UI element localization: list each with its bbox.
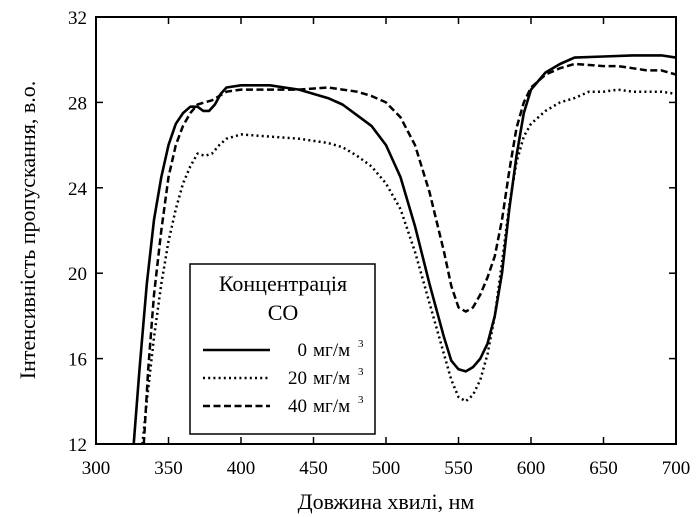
legend-unit-sup-1: 3 [358, 366, 364, 378]
x-tick-label-2: 400 [227, 458, 256, 479]
legend-value-2: 40 [288, 396, 307, 417]
legend-title: Концентрація [219, 271, 347, 296]
legend-unit-2: мг/м [313, 396, 350, 417]
legend-unit-sup-2: 3 [358, 394, 364, 406]
x-tick-label-6: 600 [517, 458, 546, 479]
y-axis-title: Інтенсивність пропускання, в.о. [15, 81, 40, 379]
legend-unit-1: мг/м [313, 368, 350, 389]
y-tick-label-5: 32 [68, 8, 87, 29]
x-axis-title: Довжина хвилі, нм [298, 489, 475, 514]
y-tick-label-3: 24 [68, 179, 88, 200]
y-tick-label-1: 16 [68, 350, 87, 371]
x-tick-label-1: 350 [154, 458, 183, 479]
series-line-2 [142, 62, 676, 444]
legend-value-0: 0 [298, 340, 308, 361]
y-tick-label-2: 20 [68, 264, 87, 285]
y-tick-label-4: 28 [68, 93, 87, 114]
x-tick-label-4: 500 [372, 458, 401, 479]
plot-frame [95, 16, 677, 445]
axes [95, 16, 677, 445]
series-line-0 [132, 54, 676, 444]
legend-items: 0 мг/м 320 мг/м 340 мг/м 3 [203, 338, 364, 417]
legend-unit-sup-0: 3 [358, 338, 364, 350]
series-lines [132, 54, 676, 444]
legend-unit-0: мг/м [313, 340, 350, 361]
series-line-1 [141, 88, 676, 444]
x-tick-label-3: 450 [299, 458, 328, 479]
tick-marks [95, 16, 677, 445]
x-tick-label-0: 300 [82, 458, 111, 479]
legend: Концентрація CO 0 мг/м 320 мг/м 340 мг/м 3 [189, 263, 376, 435]
y-tick-label-0: 12 [68, 435, 87, 456]
x-tick-label-5: 550 [444, 458, 473, 479]
legend-value-1: 20 [288, 368, 307, 389]
x-tick-label-7: 650 [589, 458, 618, 479]
legend-title-species: CO [268, 300, 299, 325]
x-tick-label-8: 700 [662, 458, 691, 479]
